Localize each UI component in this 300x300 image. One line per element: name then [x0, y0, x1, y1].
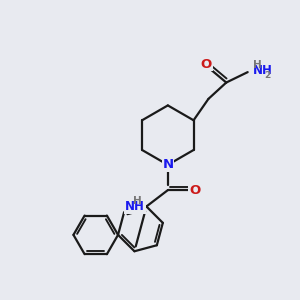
Text: O: O: [189, 184, 200, 196]
Text: NH: NH: [125, 200, 145, 213]
Text: O: O: [201, 58, 212, 70]
Text: N: N: [162, 158, 173, 171]
Text: NH: NH: [253, 64, 273, 77]
Text: 2: 2: [264, 71, 270, 80]
Text: H: H: [253, 60, 262, 70]
Text: H: H: [133, 196, 142, 206]
